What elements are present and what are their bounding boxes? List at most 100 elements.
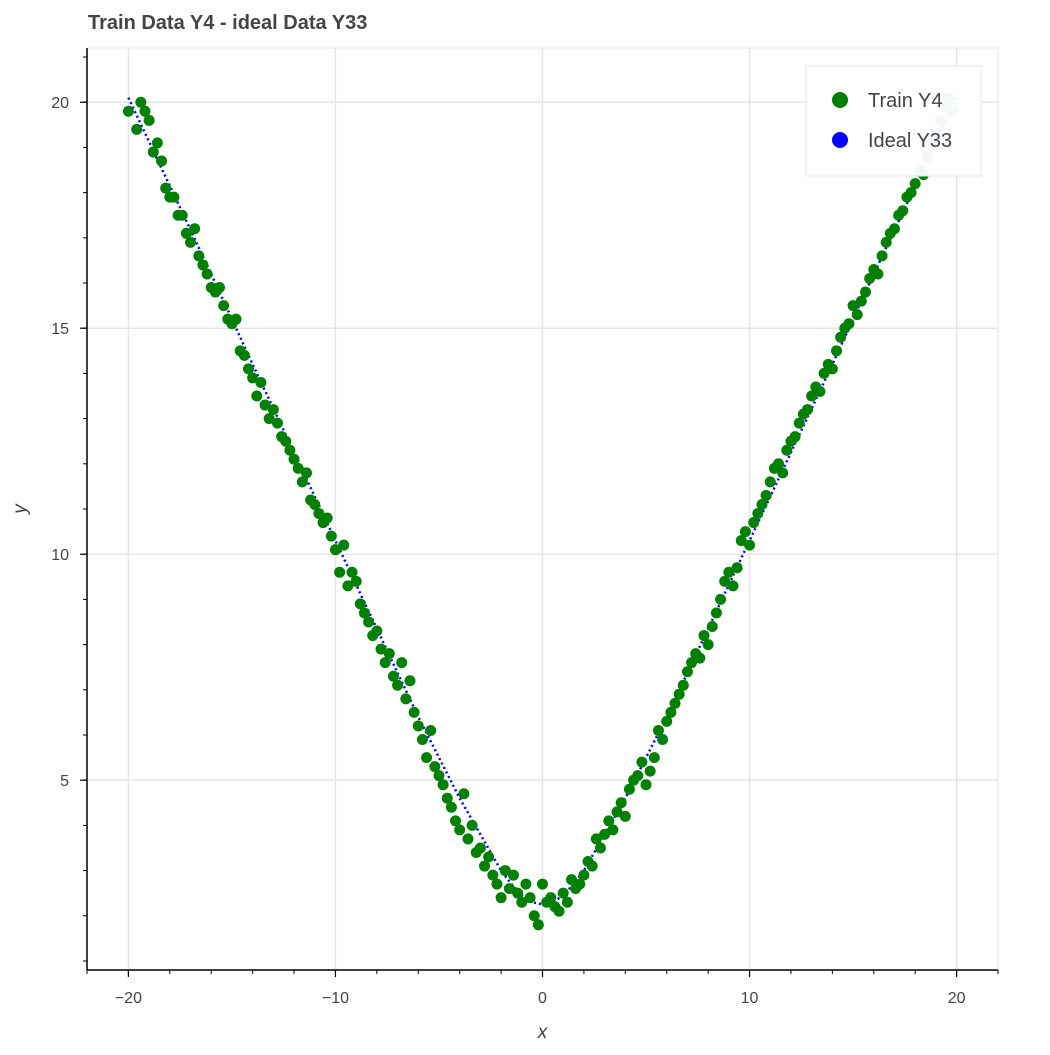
- legend-marker: [832, 92, 848, 108]
- train-y4-point: [474, 842, 486, 854]
- train-y4-point: [661, 715, 673, 727]
- train-y4-point: [491, 878, 503, 890]
- train-y4-point: [371, 625, 383, 637]
- train-y4-point: [516, 896, 528, 908]
- train-y4-point: [375, 643, 387, 655]
- train-y4-point: [574, 878, 586, 890]
- train-y4-point: [288, 453, 300, 465]
- train-y4-point: [508, 869, 520, 881]
- train-y4-point: [814, 385, 826, 397]
- train-y4-point: [710, 607, 722, 619]
- train-y4-point: [255, 376, 267, 388]
- train-y4-point: [686, 657, 698, 669]
- y-axis-label: y: [10, 503, 31, 516]
- train-y4-point: [363, 616, 375, 628]
- grid-layer: [86, 47, 999, 971]
- train-y4-point: [400, 693, 412, 705]
- train-y4-point: [392, 679, 404, 691]
- train-y4-point: [611, 806, 623, 818]
- train-y4-point: [781, 444, 793, 456]
- x-tick-label: −10: [322, 990, 349, 1007]
- train-y4-point: [189, 223, 201, 235]
- train-y4-point: [727, 580, 739, 592]
- train-y4-point: [835, 331, 847, 343]
- x-tick-label: 20: [948, 990, 966, 1007]
- x-axis-label: x: [537, 1022, 549, 1043]
- train-y4-point: [706, 621, 718, 633]
- train-y4-point: [425, 724, 437, 736]
- train-y4-point: [143, 114, 155, 126]
- train-y4-point: [831, 345, 843, 357]
- train-y4-point: [694, 652, 706, 664]
- train-y4-point: [586, 860, 598, 872]
- train-y4-point: [313, 508, 325, 520]
- train-y4-point: [139, 105, 151, 117]
- train-y4-point: [338, 539, 350, 551]
- train-y4-point: [773, 458, 785, 470]
- train-y4-point: [557, 887, 569, 899]
- train-y4-point: [379, 657, 391, 669]
- train-y4-point: [640, 779, 652, 791]
- train-y4-point: [263, 413, 275, 425]
- train-y4-point: [702, 639, 714, 651]
- train-y4-point: [267, 404, 279, 416]
- train-y4-point: [532, 919, 544, 931]
- train-y4-point: [433, 770, 445, 782]
- y-tick-label: 15: [51, 321, 69, 338]
- train-y4-point: [416, 734, 428, 745]
- chart-title: Train Data Y4 - ideal Data Y33: [88, 12, 368, 34]
- train-y4-point: [197, 259, 209, 271]
- train-y4-point: [599, 828, 611, 840]
- train-y4-point: [354, 598, 366, 610]
- train-y4-point: [681, 666, 693, 678]
- train-y4-point: [744, 539, 756, 551]
- train-y4-point: [537, 878, 548, 890]
- train-y4-point: [872, 268, 884, 280]
- train-y4-point: [851, 309, 863, 321]
- train-y4-point: [859, 286, 871, 298]
- train-y4-point: [528, 910, 540, 922]
- train-y4-point: [300, 467, 312, 479]
- train-y4-point: [905, 187, 917, 199]
- train-y4-point: [652, 724, 664, 736]
- train-y4-point: [421, 752, 433, 764]
- train-y4-point: [735, 535, 747, 547]
- train-y4-point: [665, 706, 677, 718]
- train-y4-point: [193, 250, 205, 262]
- train-y4-point: [135, 96, 147, 108]
- train-y4-point: [607, 824, 619, 836]
- train-y4-point: [826, 363, 838, 375]
- train-y4-point: [719, 575, 731, 587]
- train-y4-point: [888, 223, 900, 235]
- train-y4-point: [499, 865, 511, 877]
- train-y4-point: [458, 788, 470, 800]
- train-y4-point: [565, 874, 577, 886]
- train-y4-point: [437, 779, 449, 791]
- legend-box: [805, 65, 982, 177]
- train-y4-point: [806, 390, 818, 402]
- train-y4-point: [176, 209, 188, 221]
- train-y4-point: [802, 404, 814, 416]
- train-y4-point: [180, 227, 192, 239]
- train-y4-point: [880, 236, 892, 248]
- train-y4-point: [756, 498, 768, 510]
- train-y4-point: [677, 679, 689, 691]
- train-y4-point: [450, 815, 462, 827]
- train-y4-point: [454, 824, 466, 836]
- train-y4-point: [280, 435, 292, 447]
- train-y4-point: [615, 797, 627, 809]
- train-y4-point: [760, 489, 772, 501]
- train-y4-point: [847, 300, 859, 312]
- train-y4-point: [284, 444, 296, 456]
- train-y4-point: [524, 892, 536, 904]
- train-y4-point: [561, 896, 573, 908]
- train-y4-point: [669, 697, 681, 709]
- train-y4-point: [657, 734, 669, 745]
- x-tick-label: −20: [115, 990, 142, 1007]
- train-y4-point: [247, 372, 259, 384]
- train-y4-point: [292, 462, 304, 474]
- train-y4-point: [383, 648, 395, 660]
- train-y4-point: [603, 815, 615, 827]
- train-y4-point: [396, 657, 408, 669]
